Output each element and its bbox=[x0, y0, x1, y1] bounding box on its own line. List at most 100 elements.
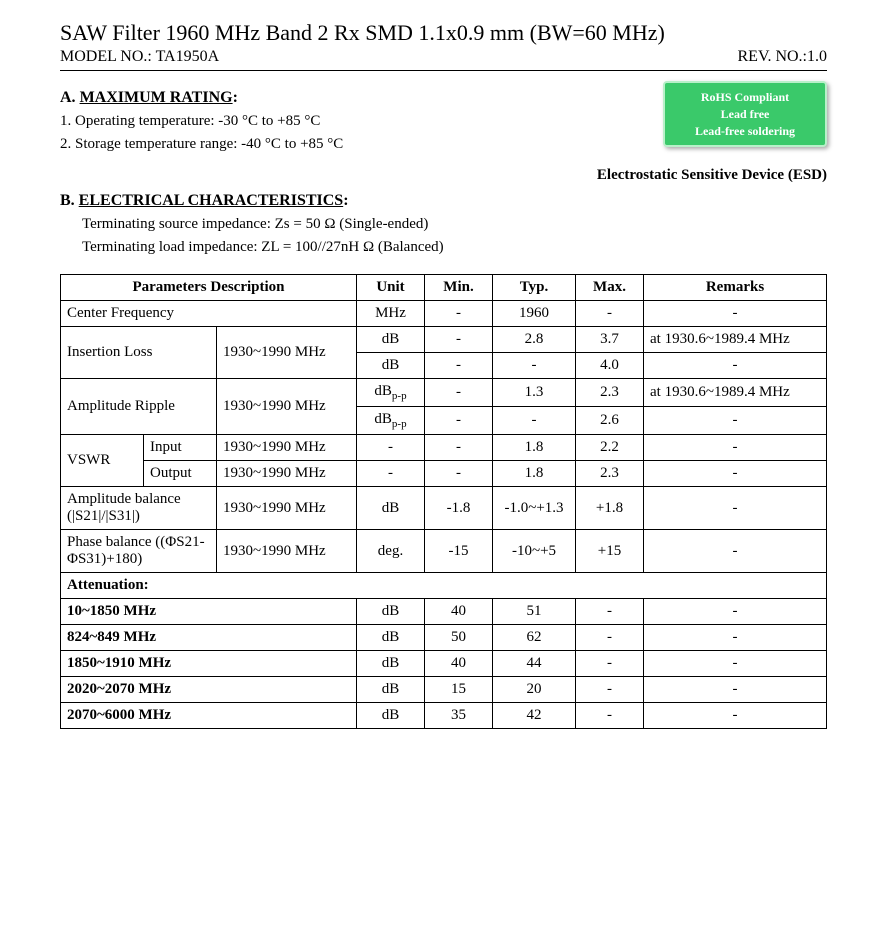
cell: 2.3 bbox=[576, 461, 644, 487]
cell: - bbox=[644, 461, 827, 487]
cell: 4.0 bbox=[576, 353, 644, 379]
cell: dB bbox=[357, 703, 425, 729]
cell: 1850~1910 MHz bbox=[61, 651, 357, 677]
model-row: MODEL NO.: TA1950A REV. NO.:1.0 bbox=[60, 48, 827, 71]
badge-line-1: RoHS Compliant bbox=[675, 89, 815, 106]
cell: -1.8 bbox=[425, 487, 493, 530]
cell: - bbox=[576, 651, 644, 677]
cell: dB bbox=[357, 651, 425, 677]
cell: - bbox=[644, 625, 827, 651]
cell: Amplitude Ripple bbox=[61, 379, 217, 435]
table-row: 1850~1910 MHz dB 40 44 - - bbox=[61, 651, 827, 677]
cell: - bbox=[493, 407, 576, 435]
cell: -1.0~+1.3 bbox=[493, 487, 576, 530]
elec-char-line-2: Terminating load impedance: ZL = 100//27… bbox=[60, 239, 827, 256]
cell: 20 bbox=[493, 677, 576, 703]
rohs-badge: RoHS Compliant Lead free Lead-free solde… bbox=[663, 81, 827, 147]
cell: 1930~1990 MHz bbox=[217, 530, 357, 573]
table-row: Amplitude balance (|S21|/|S31|) 1930~199… bbox=[61, 487, 827, 530]
cell: - bbox=[644, 353, 827, 379]
esd-label: Electrostatic Sensitive Device (ESD) bbox=[60, 167, 827, 184]
cell: - bbox=[576, 301, 644, 327]
cell: 2.8 bbox=[493, 327, 576, 353]
cell: 1.8 bbox=[493, 461, 576, 487]
model-no: MODEL NO.: TA1950A bbox=[60, 48, 219, 66]
cell: +15 bbox=[576, 530, 644, 573]
table-row: 10~1850 MHz dB 40 51 - - bbox=[61, 599, 827, 625]
table-row: Phase balance ((ΦS21-ΦS31)+180) 1930~199… bbox=[61, 530, 827, 573]
cell: 40 bbox=[425, 599, 493, 625]
cell: 1930~1990 MHz bbox=[217, 461, 357, 487]
rev-no: REV. NO.:1.0 bbox=[738, 48, 828, 66]
page-title: SAW Filter 1960 MHz Band 2 Rx SMD 1.1x0.… bbox=[60, 20, 827, 46]
col-max: Max. bbox=[576, 275, 644, 301]
cell: 2020~2070 MHz bbox=[61, 677, 357, 703]
section-b-heading: B. ELECTRICAL CHARACTERISTICS: bbox=[60, 192, 827, 210]
cell: deg. bbox=[357, 530, 425, 573]
cell: dB bbox=[357, 487, 425, 530]
cell: 1930~1990 MHz bbox=[217, 379, 357, 435]
cell: -10~+5 bbox=[493, 530, 576, 573]
cell: 2.2 bbox=[576, 435, 644, 461]
cell: - bbox=[644, 530, 827, 573]
elec-char-line-1: Terminating source impedance: Zs = 50 Ω … bbox=[60, 216, 827, 233]
cell: - bbox=[576, 703, 644, 729]
col-remarks: Remarks bbox=[644, 275, 827, 301]
cell: dB bbox=[357, 599, 425, 625]
max-rating-line-1: 1. Operating temperature: -30 °C to +85 … bbox=[60, 113, 643, 130]
cell: Attenuation: bbox=[61, 573, 827, 599]
cell: 51 bbox=[493, 599, 576, 625]
cell: - bbox=[644, 703, 827, 729]
table-row: 2020~2070 MHz dB 15 20 - - bbox=[61, 677, 827, 703]
col-typ: Typ. bbox=[493, 275, 576, 301]
col-min: Min. bbox=[425, 275, 493, 301]
cell: - bbox=[644, 677, 827, 703]
cell: Phase balance ((ΦS21-ΦS31)+180) bbox=[61, 530, 217, 573]
cell: 1960 bbox=[493, 301, 576, 327]
cell: VSWR bbox=[61, 435, 144, 487]
cell: - bbox=[425, 327, 493, 353]
table-row: Center Frequency MHz - 1960 - - bbox=[61, 301, 827, 327]
cell: dB bbox=[357, 625, 425, 651]
cell: - bbox=[425, 353, 493, 379]
cell: - bbox=[576, 625, 644, 651]
section-a-heading: A. MAXIMUM RATING: bbox=[60, 89, 643, 107]
col-unit: Unit bbox=[357, 275, 425, 301]
attenuation-header-row: Attenuation: bbox=[61, 573, 827, 599]
cell: 1930~1990 MHz bbox=[217, 435, 357, 461]
cell: Amplitude balance (|S21|/|S31|) bbox=[61, 487, 217, 530]
cell: - bbox=[644, 407, 827, 435]
cell: 10~1850 MHz bbox=[61, 599, 357, 625]
cell: dBp-p bbox=[357, 379, 425, 407]
cell: 50 bbox=[425, 625, 493, 651]
cell: Insertion Loss bbox=[61, 327, 217, 379]
cell: -15 bbox=[425, 530, 493, 573]
cell: Input bbox=[144, 435, 217, 461]
table-row: 2070~6000 MHz dB 35 42 - - bbox=[61, 703, 827, 729]
col-parameters: Parameters Description bbox=[61, 275, 357, 301]
cell: at 1930.6~1989.4 MHz bbox=[644, 327, 827, 353]
cell: 3.7 bbox=[576, 327, 644, 353]
cell: - bbox=[644, 487, 827, 530]
max-rating-line-2: 2. Storage temperature range: -40 °C to … bbox=[60, 136, 643, 153]
cell: +1.8 bbox=[576, 487, 644, 530]
cell: Center Frequency bbox=[61, 301, 357, 327]
cell: MHz bbox=[357, 301, 425, 327]
cell: Output bbox=[144, 461, 217, 487]
spec-table: Parameters Description Unit Min. Typ. Ma… bbox=[60, 274, 827, 729]
cell: - bbox=[493, 353, 576, 379]
cell: - bbox=[576, 599, 644, 625]
cell: - bbox=[357, 461, 425, 487]
cell: - bbox=[644, 301, 827, 327]
table-row: VSWR Input 1930~1990 MHz - - 1.8 2.2 - bbox=[61, 435, 827, 461]
cell: 1930~1990 MHz bbox=[217, 487, 357, 530]
cell: 1.8 bbox=[493, 435, 576, 461]
cell: dB bbox=[357, 677, 425, 703]
cell: 15 bbox=[425, 677, 493, 703]
cell: - bbox=[644, 599, 827, 625]
cell: - bbox=[425, 461, 493, 487]
cell: 2.3 bbox=[576, 379, 644, 407]
cell: dB bbox=[357, 353, 425, 379]
cell: 2070~6000 MHz bbox=[61, 703, 357, 729]
cell: 2.6 bbox=[576, 407, 644, 435]
